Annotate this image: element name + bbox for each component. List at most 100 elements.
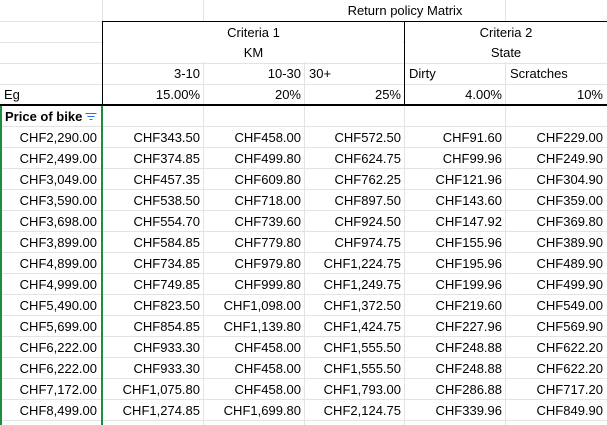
eg-value-dirty[interactable]: 4.00% xyxy=(465,87,502,102)
km-3-10-cell[interactable]: CHF374.85 xyxy=(133,150,200,166)
km-10-30-cell[interactable]: CHF1,139.80 xyxy=(223,318,301,334)
km-30-plus-cell[interactable]: CHF1,372.50 xyxy=(323,297,401,313)
subheader-3-10[interactable]: 3-10 xyxy=(173,66,200,81)
km-30-plus-cell[interactable]: CHF1,555.50 xyxy=(323,339,401,355)
km-30-plus-cell[interactable]: CHF1,793.00 xyxy=(323,381,401,397)
scratches-cell[interactable]: CHF849.90 xyxy=(536,402,603,418)
price-cell[interactable]: CHF3,899.00 xyxy=(19,234,97,250)
scratches-cell[interactable]: CHF249.90 xyxy=(536,150,603,166)
subheader-dirty[interactable]: Dirty xyxy=(409,66,436,81)
filter-icon[interactable] xyxy=(85,112,97,121)
dirty-cell[interactable]: CHF91.60 xyxy=(442,129,502,145)
price-cell[interactable]: CHF5,699.00 xyxy=(19,318,97,334)
km-30-plus-cell[interactable]: CHF572.50 xyxy=(334,129,401,145)
km-30-plus-cell[interactable]: CHF897.50 xyxy=(334,192,401,208)
km-30-plus-cell[interactable]: CHF1,555.50 xyxy=(323,360,401,376)
km-30-plus-cell[interactable]: CHF624.75 xyxy=(334,150,401,166)
km-10-30-cell[interactable]: CHF779.80 xyxy=(234,234,301,250)
dirty-cell[interactable]: CHF286.88 xyxy=(435,381,502,397)
km-3-10-cell[interactable]: CHF343.50 xyxy=(133,129,200,145)
subheader-scratches[interactable]: Scratches xyxy=(510,66,568,81)
eg-value-10-30[interactable]: 20% xyxy=(274,87,301,102)
km-30-plus-cell[interactable]: CHF1,224.75 xyxy=(323,255,401,271)
km-30-plus-cell[interactable]: CHF2,124.75 xyxy=(323,402,401,418)
eg-label[interactable]: Eg xyxy=(4,87,20,102)
eg-value-scratches[interactable]: 10% xyxy=(576,87,603,102)
scratches-cell[interactable]: CHF359.00 xyxy=(536,192,603,208)
km-10-30-cell[interactable]: CHF458.00 xyxy=(234,381,301,397)
km-10-30-cell[interactable]: CHF739.60 xyxy=(234,213,301,229)
dirty-cell[interactable]: CHF147.92 xyxy=(435,213,502,229)
km-30-plus-cell[interactable]: CHF1,249.75 xyxy=(323,276,401,292)
km-3-10-cell[interactable]: CHF1,075.80 xyxy=(122,381,200,397)
scratches-cell[interactable]: CHF549.00 xyxy=(536,297,603,313)
price-cell[interactable]: CHF6,222.00 xyxy=(19,339,97,355)
dirty-cell[interactable]: CHF199.96 xyxy=(435,276,502,292)
dirty-cell[interactable]: CHF155.96 xyxy=(435,234,502,250)
km-10-30-cell[interactable]: CHF718.00 xyxy=(234,192,301,208)
km-10-30-cell[interactable]: CHF999.80 xyxy=(234,276,301,292)
price-cell[interactable]: CHF3,698.00 xyxy=(19,213,97,229)
km-3-10-cell[interactable]: CHF823.50 xyxy=(133,297,200,313)
price-cell[interactable]: CHF3,049.00 xyxy=(19,171,97,187)
km-10-30-cell[interactable]: CHF1,699.80 xyxy=(223,402,301,418)
km-30-plus-cell[interactable]: CHF974.75 xyxy=(334,234,401,250)
dirty-cell[interactable]: CHF99.96 xyxy=(442,150,502,166)
dirty-cell[interactable]: CHF248.88 xyxy=(435,339,502,355)
km-3-10-cell[interactable]: CHF584.85 xyxy=(133,234,200,250)
km-3-10-cell[interactable]: CHF734.85 xyxy=(133,255,200,271)
subheader-10-30[interactable]: 10-30 xyxy=(267,66,301,81)
matrix-border xyxy=(404,21,405,105)
km-3-10-cell[interactable]: CHF554.70 xyxy=(133,213,200,229)
subheader-30-plus[interactable]: 30+ xyxy=(309,66,332,81)
km-3-10-cell[interactable]: CHF1,274.85 xyxy=(122,402,200,418)
scratches-cell[interactable]: CHF717.20 xyxy=(536,381,603,397)
scratches-cell[interactable]: CHF622.20 xyxy=(536,360,603,376)
km-10-30-cell[interactable]: CHF1,098.00 xyxy=(223,297,301,313)
km-10-30-cell[interactable]: CHF458.00 xyxy=(234,360,301,376)
scratches-cell[interactable]: CHF569.90 xyxy=(536,318,603,334)
km-3-10-cell[interactable]: CHF749.85 xyxy=(133,276,200,292)
price-cell[interactable]: CHF6,222.00 xyxy=(19,360,97,376)
price-cell[interactable]: CHF7,172.00 xyxy=(19,381,97,397)
price-of-bike-header[interactable]: Price of bike xyxy=(2,106,101,126)
criteria-1-header: Criteria 1 xyxy=(227,24,280,40)
scratches-cell[interactable]: CHF369.80 xyxy=(536,213,603,229)
price-cell[interactable]: CHF4,999.00 xyxy=(19,276,97,292)
km-30-plus-cell[interactable]: CHF924.50 xyxy=(334,213,401,229)
km-10-30-cell[interactable]: CHF979.80 xyxy=(234,255,301,271)
dirty-cell[interactable]: CHF339.96 xyxy=(435,402,502,418)
dirty-cell[interactable]: CHF195.96 xyxy=(435,255,502,271)
price-cell[interactable]: CHF2,499.00 xyxy=(19,150,97,166)
km-3-10-cell[interactable]: CHF933.30 xyxy=(133,360,200,376)
km-30-plus-cell[interactable]: CHF1,424.75 xyxy=(323,318,401,334)
dirty-cell[interactable]: CHF248.88 xyxy=(435,360,502,376)
scratches-cell[interactable]: CHF622.20 xyxy=(536,339,603,355)
price-cell[interactable]: CHF3,590.00 xyxy=(19,192,97,208)
km-3-10-cell[interactable]: CHF538.50 xyxy=(133,192,200,208)
price-cell[interactable]: CHF2,290.00 xyxy=(19,129,97,145)
scratches-cell[interactable]: CHF499.90 xyxy=(536,276,603,292)
eg-value-30-plus[interactable]: 25% xyxy=(374,87,401,102)
km-10-30-cell[interactable]: CHF458.00 xyxy=(234,129,301,145)
eg-value-3-10[interactable]: 15.00% xyxy=(155,87,200,102)
km-3-10-cell[interactable]: CHF854.85 xyxy=(133,318,200,334)
price-cell[interactable]: CHF8,499.00 xyxy=(19,402,97,418)
scratches-cell[interactable]: CHF229.00 xyxy=(536,129,603,145)
merged-cell-bg xyxy=(406,22,607,62)
dirty-cell[interactable]: CHF219.60 xyxy=(435,297,502,313)
dirty-cell[interactable]: CHF143.60 xyxy=(435,192,502,208)
km-10-30-cell[interactable]: CHF458.00 xyxy=(234,339,301,355)
km-3-10-cell[interactable]: CHF933.30 xyxy=(133,339,200,355)
km-3-10-cell[interactable]: CHF457.35 xyxy=(133,171,200,187)
km-10-30-cell[interactable]: CHF499.80 xyxy=(234,150,301,166)
scratches-cell[interactable]: CHF489.90 xyxy=(536,255,603,271)
price-cell[interactable]: CHF5,490.00 xyxy=(19,297,97,313)
scratches-cell[interactable]: CHF304.90 xyxy=(536,171,603,187)
dirty-cell[interactable]: CHF227.96 xyxy=(435,318,502,334)
km-10-30-cell[interactable]: CHF609.80 xyxy=(234,171,301,187)
km-30-plus-cell[interactable]: CHF762.25 xyxy=(334,171,401,187)
dirty-cell[interactable]: CHF121.96 xyxy=(435,171,502,187)
price-cell[interactable]: CHF4,899.00 xyxy=(19,255,97,271)
scratches-cell[interactable]: CHF389.90 xyxy=(536,234,603,250)
